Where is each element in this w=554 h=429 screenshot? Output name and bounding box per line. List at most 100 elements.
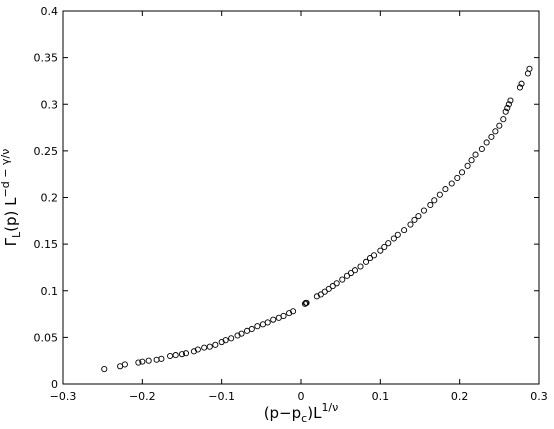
data-point bbox=[343, 272, 351, 279]
y-axis-label: ΓL(p) L−d − γ/ν bbox=[0, 149, 23, 247]
data-point bbox=[492, 128, 499, 135]
data-point bbox=[194, 346, 201, 353]
data-point bbox=[280, 312, 287, 319]
y-tick-label: 0 bbox=[51, 378, 58, 391]
data-point bbox=[458, 169, 466, 176]
data-point bbox=[303, 299, 310, 306]
data-point bbox=[264, 319, 271, 326]
data-points bbox=[101, 65, 533, 373]
x-label-sub: c bbox=[301, 412, 307, 425]
data-point bbox=[448, 180, 455, 187]
data-point bbox=[238, 330, 245, 337]
data-point bbox=[505, 101, 512, 108]
y-tick-label: 0.1 bbox=[41, 285, 59, 298]
y-tick-label: 0.4 bbox=[41, 5, 59, 18]
data-point bbox=[357, 263, 364, 270]
data-point bbox=[321, 288, 328, 295]
data-point bbox=[436, 191, 443, 198]
data-point bbox=[500, 116, 507, 123]
data-point bbox=[407, 221, 414, 228]
data-point bbox=[431, 197, 438, 204]
data-point bbox=[504, 104, 511, 112]
data-point bbox=[507, 97, 514, 104]
data-point bbox=[347, 269, 355, 277]
x-axis-label: (p−pc)L1/ν bbox=[264, 401, 339, 425]
x-axis-ticks: −0.3 −0.2 −0.1 0 0.1 0.2 0.3 bbox=[50, 11, 548, 403]
data-point bbox=[516, 84, 524, 91]
x-label-mid: )L bbox=[307, 404, 322, 422]
data-point bbox=[121, 361, 128, 368]
data-point bbox=[158, 355, 165, 362]
y-label-sup: −d − γ/ν bbox=[0, 149, 12, 198]
data-point bbox=[385, 240, 392, 247]
data-point bbox=[325, 285, 332, 292]
data-point bbox=[172, 352, 179, 359]
data-point bbox=[178, 351, 186, 358]
data-point bbox=[333, 280, 340, 287]
data-point bbox=[394, 231, 401, 238]
data-point bbox=[427, 201, 434, 209]
data-point bbox=[415, 213, 422, 220]
data-point bbox=[290, 308, 297, 315]
y-tick-label: 0.05 bbox=[34, 331, 59, 344]
y-tick-label: 0.25 bbox=[34, 145, 59, 158]
data-point bbox=[496, 122, 503, 129]
y-label-base: Γ bbox=[2, 237, 20, 246]
data-point bbox=[483, 139, 490, 146]
data-point bbox=[206, 343, 213, 350]
y-tick-label: 0.35 bbox=[34, 52, 59, 65]
data-point bbox=[454, 174, 461, 181]
x-tick-label: 0.3 bbox=[530, 390, 548, 403]
plot-frame bbox=[62, 10, 540, 385]
data-point bbox=[317, 291, 324, 298]
x-label-base: (p−p bbox=[264, 404, 301, 422]
x-tick-label: 0.2 bbox=[451, 390, 469, 403]
data-point bbox=[363, 258, 370, 265]
y-tick-label: 0.3 bbox=[41, 98, 59, 111]
data-point bbox=[411, 216, 418, 223]
y-label-sub: L bbox=[10, 231, 23, 238]
data-point bbox=[182, 350, 190, 357]
x-tick-label: 0.1 bbox=[372, 390, 390, 403]
data-point bbox=[135, 359, 142, 366]
data-point bbox=[201, 344, 208, 351]
data-point bbox=[478, 145, 485, 153]
data-point bbox=[329, 283, 336, 290]
x-label-sup: 1/ν bbox=[321, 401, 338, 414]
data-point bbox=[339, 276, 346, 283]
data-point bbox=[222, 337, 229, 344]
data-point bbox=[212, 341, 219, 348]
data-point bbox=[153, 356, 160, 363]
y-tick-label: 0.2 bbox=[41, 192, 59, 205]
data-point bbox=[248, 325, 255, 333]
x-tick-label: −0.3 bbox=[50, 390, 77, 403]
x-tick-label: −0.2 bbox=[129, 390, 156, 403]
data-point bbox=[366, 255, 374, 262]
data-point bbox=[228, 335, 235, 342]
x-tick-label: 0 bbox=[298, 390, 305, 403]
data-point bbox=[502, 108, 509, 115]
data-point bbox=[101, 366, 108, 373]
data-point bbox=[370, 252, 378, 259]
data-point bbox=[464, 162, 471, 169]
data-point bbox=[526, 65, 533, 72]
data-point bbox=[254, 323, 261, 330]
data-point bbox=[472, 151, 479, 158]
data-point bbox=[377, 247, 384, 254]
x-tick-label: −0.1 bbox=[208, 390, 235, 403]
data-point bbox=[442, 186, 449, 193]
data-point bbox=[145, 357, 152, 364]
axes-frame bbox=[62, 10, 540, 385]
data-point bbox=[270, 316, 277, 323]
y-label-mid: (p) L bbox=[2, 197, 20, 232]
data-point bbox=[381, 243, 388, 250]
data-point bbox=[468, 157, 475, 164]
data-point bbox=[351, 267, 358, 274]
data-point bbox=[139, 358, 146, 365]
data-point bbox=[401, 227, 408, 234]
y-tick-label: 0.15 bbox=[34, 238, 59, 251]
data-point bbox=[518, 80, 525, 87]
data-point bbox=[390, 235, 397, 242]
y-axis-ticks: 0 0.05 0.1 0.15 0.2 0.25 0.3 0.35 0.4 bbox=[34, 5, 539, 391]
